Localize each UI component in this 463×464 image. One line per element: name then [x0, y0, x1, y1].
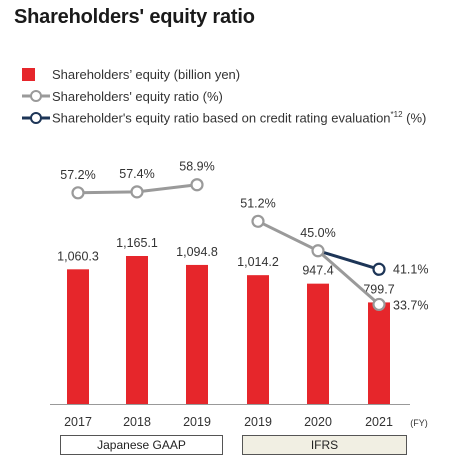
- legend-label-equity: Shareholders’ equity (billion yen): [52, 66, 241, 82]
- bar-1: [126, 256, 148, 404]
- x-axis-unit-label: (FY): [410, 418, 428, 428]
- x-tick-label-1: 2018: [123, 415, 151, 429]
- legend-item-ratio: Shareholders' equity ratio (%): [22, 85, 426, 107]
- bar-value-label-0: 1,060.3: [57, 249, 99, 263]
- bar-5: [368, 302, 390, 404]
- bar-4: [307, 283, 329, 404]
- credit-point-0-1: [372, 262, 386, 276]
- legend-ratio-line-marker: [22, 89, 52, 103]
- ratio-label-1-0: 51.2%: [240, 196, 275, 210]
- bar-2: [186, 264, 208, 404]
- bar-value-label-2: 1,094.8: [176, 245, 218, 259]
- standard-box-ifrs: IFRS: [242, 435, 407, 455]
- ratio-point-0-1: [130, 185, 144, 199]
- ratio-point-1-2: [372, 297, 386, 312]
- legend-item-equity: Shareholders’ equity (billion yen): [22, 63, 426, 85]
- x-tick-label-3: 2019: [244, 415, 272, 429]
- bar-value-label-4: 947.4: [302, 264, 333, 278]
- legend-label-credit-unit: (%): [406, 110, 427, 126]
- ratio-point-1-0: [251, 214, 265, 228]
- ratio-label-0-0: 57.2%: [60, 168, 95, 182]
- ratio-label-0-2: 58.9%: [179, 160, 214, 174]
- x-tick-label-2: 2019: [183, 415, 211, 429]
- legend: Shareholders’ equity (billion yen) Share…: [22, 63, 426, 129]
- bar-value-label-5: 799.7: [363, 282, 394, 296]
- legend-label-credit-ratio: Shareholder's equity ratio based on cred…: [52, 110, 391, 126]
- standard-box-jgaap: Japanese GAAP: [60, 435, 223, 455]
- ratio-point-0-0: [71, 186, 85, 200]
- bar-3: [247, 275, 269, 404]
- legend-label-ratio: Shareholders' equity ratio (%): [52, 88, 223, 104]
- x-tick-label-4: 2020: [304, 415, 332, 429]
- ratio-point-1-1: [311, 244, 325, 258]
- x-tick-label-0: 2017: [64, 415, 92, 429]
- legend-bar-swatch: [22, 67, 52, 81]
- bar-value-label-3: 1,014.2: [237, 255, 279, 269]
- legend-item-credit-ratio: Shareholder's equity ratio based on cred…: [22, 107, 426, 129]
- page-title: Shareholders' equity ratio: [14, 6, 255, 28]
- ratio-label-1-1: 45.0%: [300, 226, 335, 240]
- legend-footnote-ref: *12: [390, 110, 403, 120]
- bar-0: [67, 269, 89, 404]
- credit-line-segment-0: [317, 249, 380, 271]
- legend-credit-line-marker: [22, 111, 52, 125]
- ratio-label-0-1: 57.4%: [119, 167, 154, 181]
- x-tick-label-5: 2021: [365, 415, 393, 429]
- ratio-label-1-2: 33.7%: [393, 298, 428, 312]
- ratio-point-0-2: [190, 178, 204, 192]
- credit-label-0-1: 41.1%: [393, 262, 428, 276]
- bar-value-label-1: 1,165.1: [116, 236, 158, 250]
